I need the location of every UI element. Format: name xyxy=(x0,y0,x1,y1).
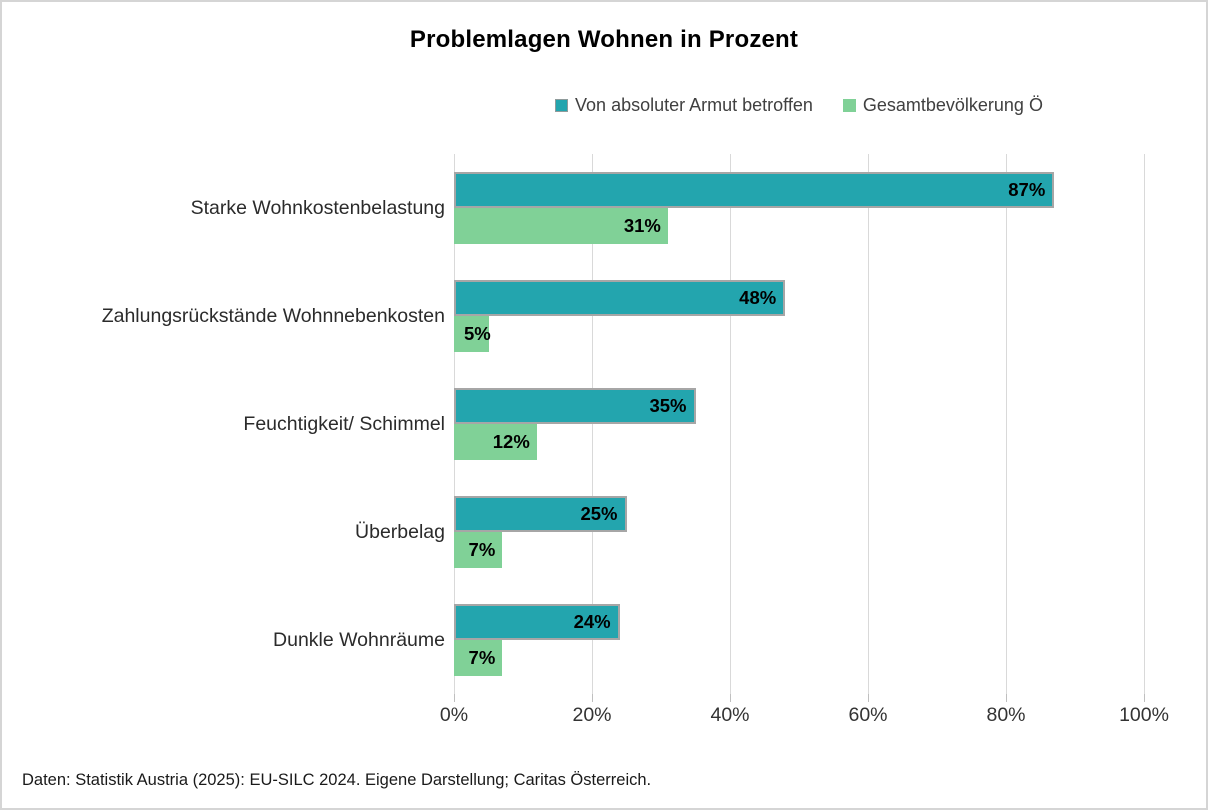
gridline xyxy=(592,154,593,694)
bar-group: 25% 7% xyxy=(454,478,1144,586)
x-axis-label: 80% xyxy=(986,704,1026,726)
legend-swatch xyxy=(842,98,856,112)
bar-group: 87% 31% xyxy=(454,154,1144,262)
plot-area: 87% 31% 48% 5% 35% 12% 25% 7% 24% 7% xyxy=(454,154,1145,702)
bar-poverty: 87% xyxy=(454,172,1055,208)
bar-value-label: 24% xyxy=(573,611,611,632)
source-note: Daten: Statistik Austria (2025): EU-SILC… xyxy=(22,771,652,789)
x-axis-label: 20% xyxy=(572,704,612,726)
bar-value-label: 7% xyxy=(468,539,496,560)
axis-tick xyxy=(868,694,869,702)
bar-group: 35% 12% xyxy=(454,370,1144,478)
axis-spacer xyxy=(2,704,454,730)
x-axis-label: 60% xyxy=(848,704,888,726)
axis-tick xyxy=(592,694,593,702)
bar-value-label: 48% xyxy=(739,287,777,308)
category-label: Überbelag xyxy=(355,520,445,543)
legend-label: Gesamtbevölkerung Ö xyxy=(862,94,1043,115)
bar-value-label: 7% xyxy=(468,647,496,668)
chart-title: Problemlagen Wohnen in Prozent xyxy=(409,26,799,53)
gridline xyxy=(730,154,731,694)
bar-poverty: 35% xyxy=(454,388,696,424)
category-label: Zahlungsrückstände Wohnnebenkosten xyxy=(101,304,445,327)
x-axis: 0% 20% 40% 60% 80% 100% xyxy=(440,704,1169,730)
bar-value-label: 25% xyxy=(580,503,618,524)
x-axis-label: 0% xyxy=(439,704,469,726)
category-label: Dunkle Wohnräume xyxy=(273,628,445,651)
bar-value-label: 5% xyxy=(464,323,491,344)
axis-tick xyxy=(730,694,731,702)
legend-label: Von absoluter Armut betroffen xyxy=(575,94,813,115)
bar-group: 24% 7% xyxy=(454,586,1144,694)
bar-value-label: 35% xyxy=(649,395,687,416)
bar-value-label: 31% xyxy=(623,215,661,236)
x-axis-row: 0% 20% 40% 60% 80% 100% xyxy=(2,704,1206,730)
gridline xyxy=(1006,154,1007,694)
bar-population: 7% xyxy=(454,640,503,676)
bar-population: 12% xyxy=(454,424,537,460)
axis-tick xyxy=(1144,694,1145,702)
x-axis-label: 100% xyxy=(1119,704,1169,726)
axis-tick xyxy=(454,694,455,702)
gridline xyxy=(868,154,869,694)
x-axis-label: 40% xyxy=(710,704,750,726)
legend-swatch xyxy=(555,98,569,112)
category-label: Feuchtigkeit/ Schimmel xyxy=(243,412,445,435)
bar-group: 48% 5% xyxy=(454,262,1144,370)
bar-poverty: 24% xyxy=(454,604,620,640)
legend: Von absoluter Armut betroffen Gesamtbevöl… xyxy=(454,94,1144,116)
bar-poverty: 25% xyxy=(454,496,627,532)
chart-body: Starke Wohnkostenbelastung Zahlungsrückst… xyxy=(2,154,1206,702)
bar-poverty: 48% xyxy=(454,280,786,316)
legend-item: Gesamtbevölkerung Ö xyxy=(842,94,1043,116)
gridline xyxy=(1144,154,1145,694)
bar-population: 5% xyxy=(454,316,491,352)
category-labels: Starke Wohnkostenbelastung Zahlungsrückst… xyxy=(2,154,454,694)
bar-value-label: 87% xyxy=(1008,179,1046,200)
bar-population: 31% xyxy=(454,208,668,244)
category-label: Starke Wohnkostenbelastung xyxy=(190,196,445,219)
bar-population: 7% xyxy=(454,532,503,568)
bar-value-label: 12% xyxy=(492,431,530,452)
axis-tick xyxy=(1006,694,1007,702)
legend-item: Von absoluter Armut betroffen xyxy=(555,95,813,116)
